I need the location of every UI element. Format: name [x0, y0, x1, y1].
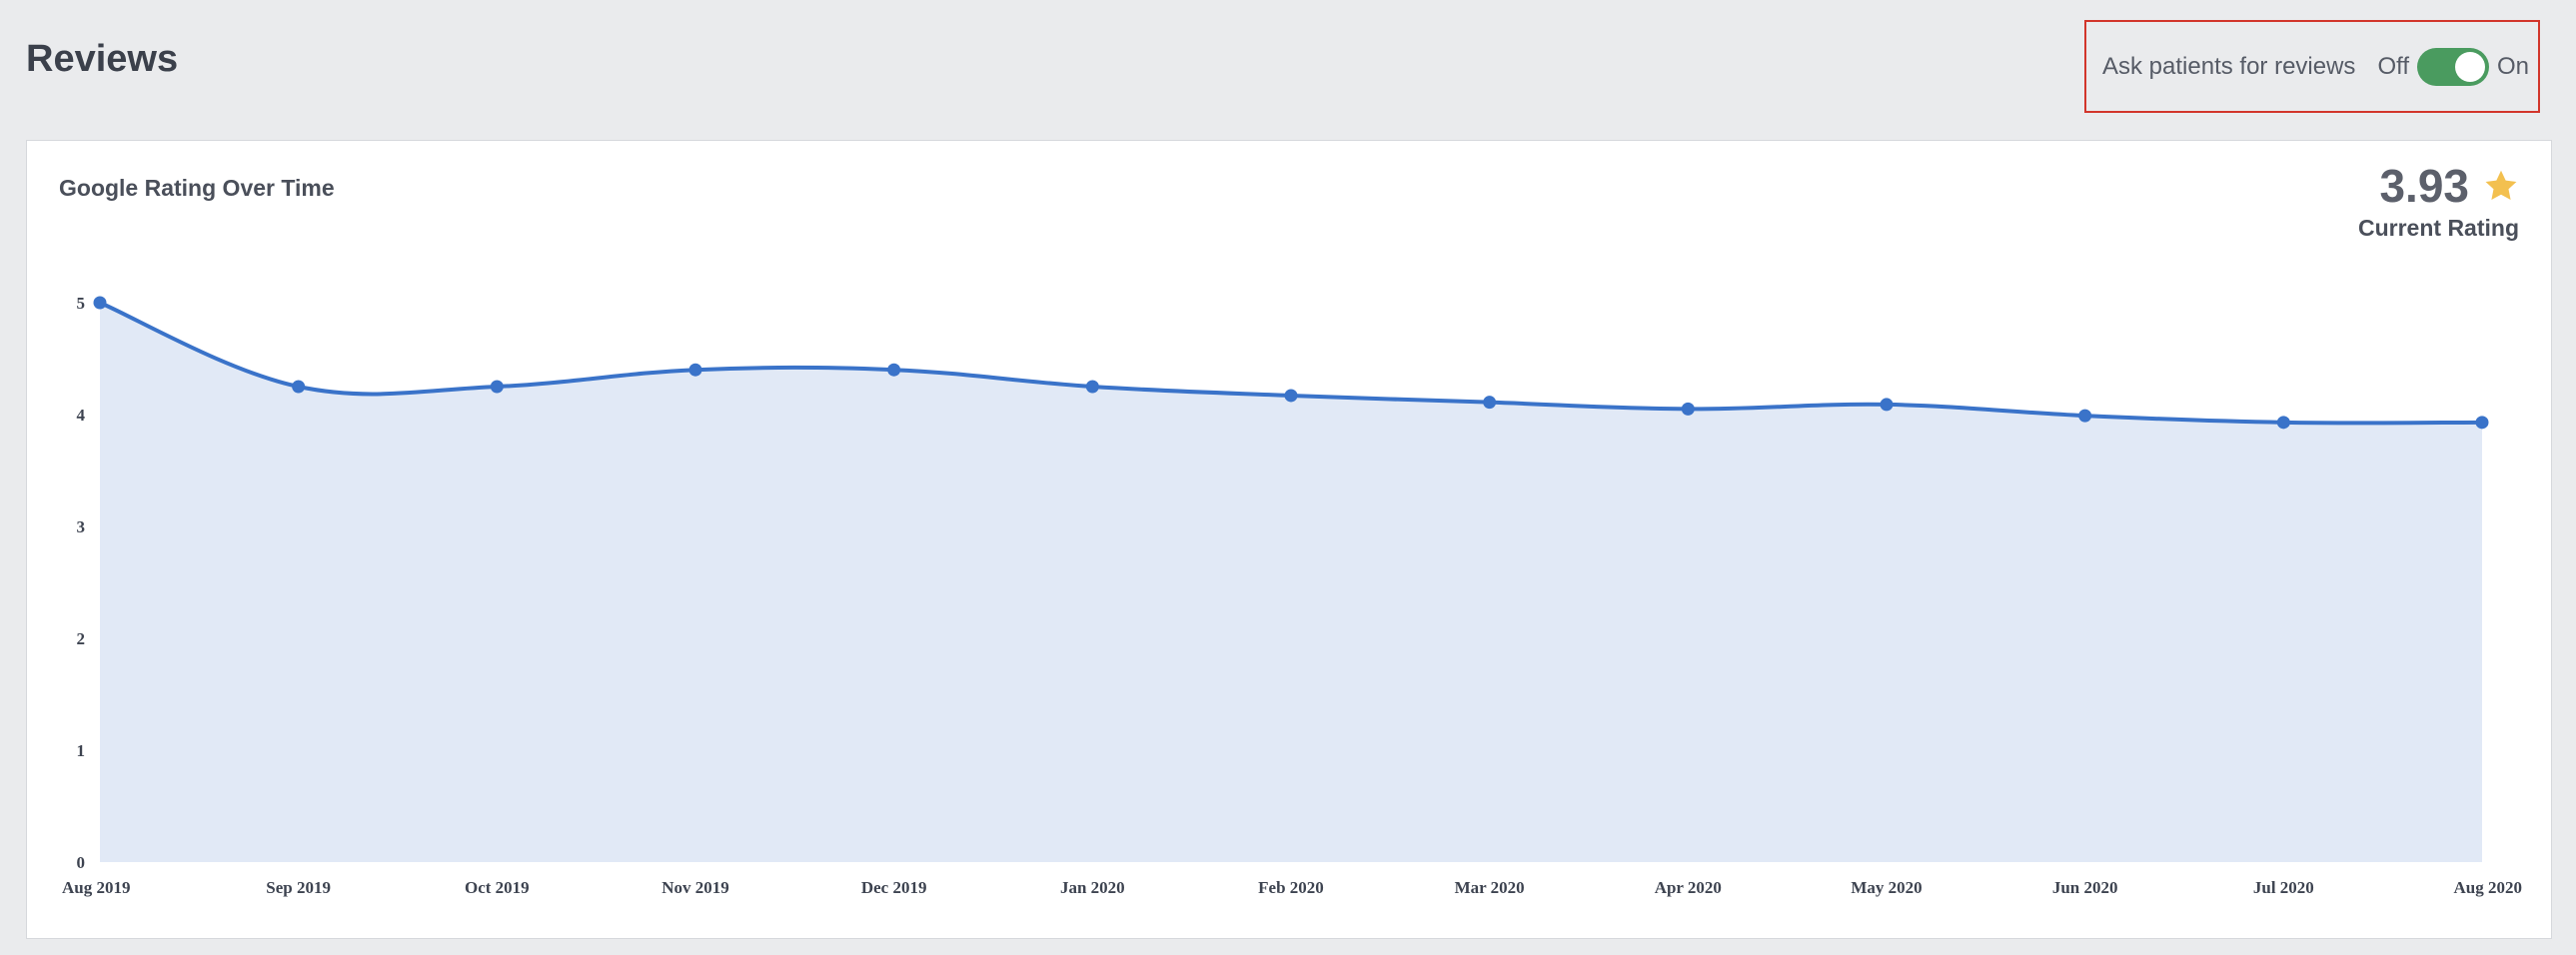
y-tick-label: 5	[77, 294, 86, 313]
toggle-on-label[interactable]: On	[2497, 52, 2530, 80]
rating-point-4[interactable]	[887, 363, 901, 377]
rating-point-11[interactable]	[2276, 416, 2290, 430]
rating-point-10[interactable]	[2078, 409, 2092, 423]
rating-point-2[interactable]	[490, 380, 504, 394]
y-tick-label: 4	[77, 406, 86, 425]
switch-knob[interactable]	[2455, 51, 2486, 82]
toggle-label: Ask patients for reviews	[2102, 52, 2356, 80]
x-tick-label: Jan 2020	[1060, 878, 1125, 897]
x-tick-label: Dec 2019	[861, 878, 927, 897]
rating-point-8[interactable]	[1681, 402, 1695, 416]
ask-reviews-switch[interactable]	[2417, 47, 2490, 86]
page-title: Reviews	[26, 38, 179, 80]
x-tick-label: Feb 2020	[1258, 878, 1324, 897]
x-tick-label: Jul 2020	[2253, 878, 2314, 897]
x-tick-label: Oct 2019	[465, 878, 530, 897]
rating-point-5[interactable]	[1085, 380, 1099, 394]
x-tick-label: Sep 2019	[266, 878, 331, 897]
x-tick-label: Aug 2019	[62, 878, 130, 897]
review-request-toggle-group: Ask patients for reviews Off On	[2084, 20, 2540, 113]
x-tick-label: Mar 2020	[1455, 878, 1525, 897]
rating-point-1[interactable]	[292, 380, 306, 394]
y-tick-label: 2	[77, 629, 86, 648]
rating-point-0[interactable]	[93, 296, 107, 310]
toggle-off-label[interactable]: Off	[2377, 52, 2410, 80]
y-tick-label: 0	[77, 853, 86, 872]
rating-point-3[interactable]	[688, 363, 702, 377]
current-rating-block: 3.93 Current Rating	[2358, 159, 2519, 242]
chart-title: Google Rating Over Time	[59, 175, 335, 201]
rating-point-9[interactable]	[1880, 398, 1894, 412]
y-tick-label: 1	[77, 741, 86, 760]
current-rating-value: 3.93	[2379, 160, 2469, 212]
current-rating-caption: Current Rating	[2358, 215, 2519, 241]
rating-point-6[interactable]	[1284, 389, 1298, 403]
x-tick-label: Jun 2020	[2052, 878, 2118, 897]
x-tick-label: Nov 2019	[661, 878, 729, 897]
rating-chart: 0 1 2 3 4 5 Aug 2019 Sep 2019 Oct 2019 Nov 2019 De…	[62, 294, 2522, 897]
rating-point-12[interactable]	[2475, 416, 2489, 430]
y-tick-label: 3	[77, 517, 86, 536]
rating-point-7[interactable]	[1483, 396, 1497, 410]
x-tick-label: May 2020	[1851, 878, 1922, 897]
x-tick-label: Aug 2020	[2454, 878, 2522, 897]
rating-area-fill	[100, 303, 2482, 862]
star-icon	[2485, 170, 2517, 200]
x-tick-label: Apr 2020	[1655, 878, 1722, 897]
rating-chart-card: 0 1 2 3 4 5 Aug 2019 Sep 2019 Oct 2019 Nov 2019 De…	[26, 140, 2552, 939]
